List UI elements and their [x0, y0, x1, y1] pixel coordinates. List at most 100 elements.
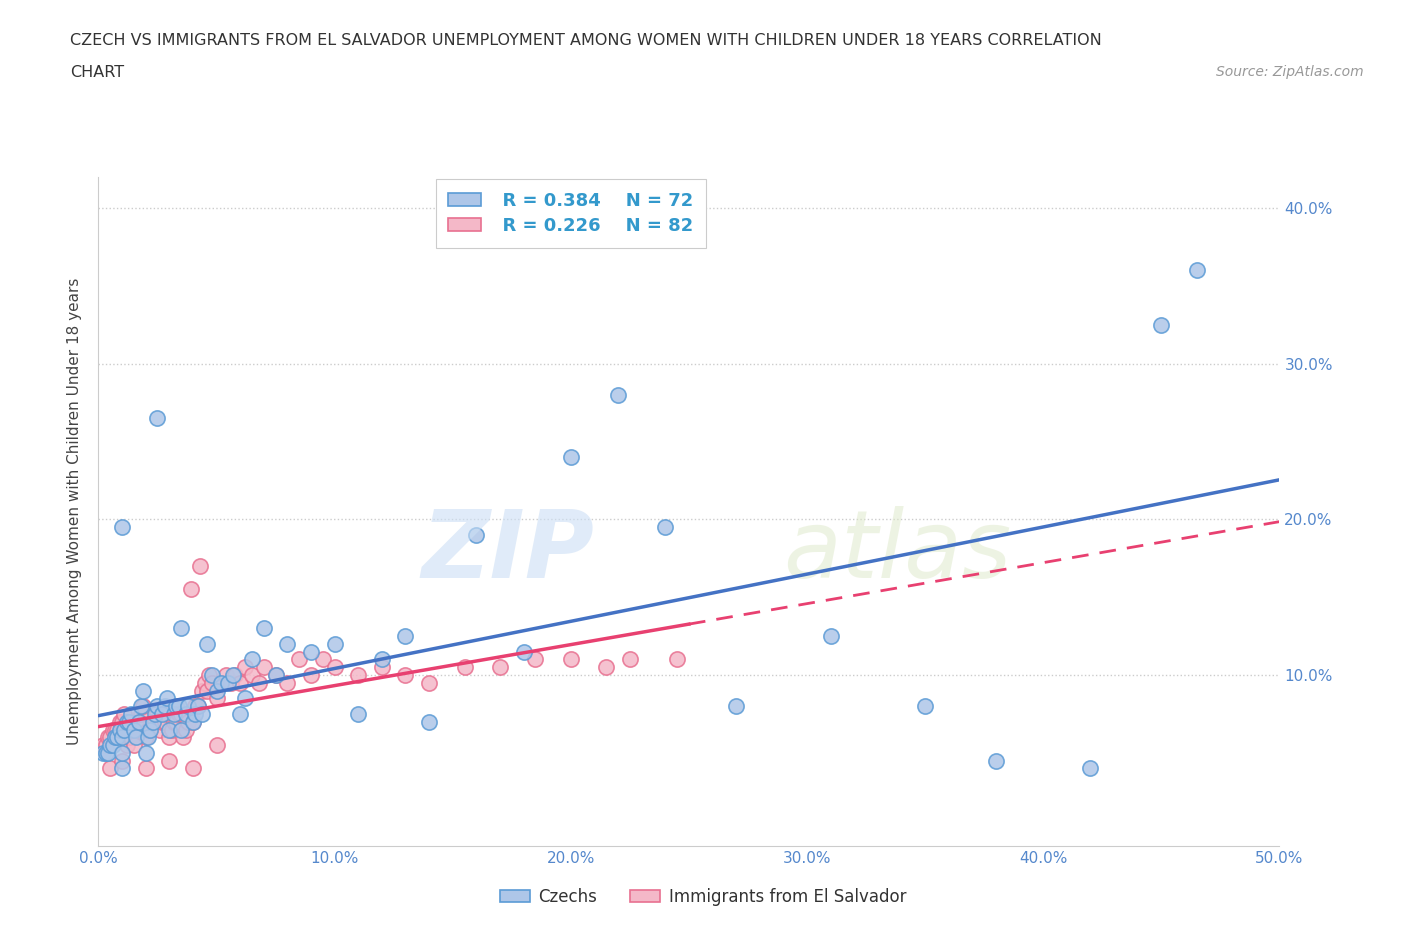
Point: [142, 714, 165, 729]
Point: [276, 636, 298, 651]
Point: [167, 698, 190, 713]
Point: [128, 714, 150, 729]
Point: [97, 730, 120, 745]
Point: [91, 737, 114, 752]
Point: [170, 707, 193, 722]
Point: [229, 707, 252, 722]
Point: [132, 698, 155, 713]
Point: [205, 691, 228, 706]
Text: CZECH VS IMMIGRANTS FROM EL SALVADOR UNEMPLOYMENT AMONG WOMEN WITH CHILDREN UNDE: CZECH VS IMMIGRANTS FROM EL SALVADOR UNE…: [70, 33, 1102, 47]
Point: [111, 761, 134, 776]
Point: [132, 684, 155, 698]
Point: [1185, 262, 1208, 277]
Point: [560, 449, 582, 464]
Point: [201, 675, 224, 690]
Point: [129, 698, 152, 713]
Point: [167, 707, 190, 722]
Point: [195, 636, 218, 651]
Point: [94, 746, 117, 761]
Point: [111, 520, 134, 535]
Point: [240, 668, 263, 683]
Point: [253, 659, 276, 674]
Point: [276, 675, 298, 690]
Point: [122, 722, 145, 737]
Point: [394, 629, 416, 644]
Point: [191, 684, 214, 698]
Point: [156, 691, 179, 706]
Point: [101, 737, 124, 752]
Point: [299, 644, 322, 659]
Point: [181, 761, 204, 776]
Point: [143, 714, 166, 729]
Legend:   R = 0.384    N = 72,   R = 0.226    N = 82: R = 0.384 N = 72, R = 0.226 N = 82: [436, 179, 706, 247]
Point: [247, 675, 270, 690]
Point: [98, 730, 121, 745]
Point: [607, 387, 630, 402]
Point: [418, 675, 440, 690]
Point: [323, 636, 346, 651]
Y-axis label: Unemployment Among Women with Children Under 18 years: Unemployment Among Women with Children U…: [67, 278, 83, 745]
Point: [153, 714, 176, 729]
Point: [347, 707, 370, 722]
Point: [108, 722, 131, 737]
Text: CHART: CHART: [70, 65, 124, 80]
Point: [104, 722, 127, 737]
Point: [180, 582, 202, 597]
Point: [465, 527, 488, 542]
Point: [181, 714, 204, 729]
Point: [170, 621, 193, 636]
Point: [209, 675, 232, 690]
Point: [111, 746, 134, 761]
Point: [146, 411, 169, 426]
Point: [595, 659, 617, 674]
Point: [136, 722, 159, 737]
Point: [524, 652, 547, 667]
Point: [188, 559, 211, 574]
Point: [191, 707, 214, 722]
Point: [666, 652, 689, 667]
Point: [111, 730, 134, 745]
Point: [108, 714, 131, 729]
Point: [174, 722, 197, 737]
Point: [165, 698, 187, 713]
Point: [149, 722, 172, 737]
Point: [418, 714, 440, 729]
Point: [156, 707, 179, 722]
Point: [194, 675, 217, 690]
Point: [217, 675, 239, 690]
Point: [489, 659, 512, 674]
Point: [139, 722, 162, 737]
Point: [299, 668, 322, 683]
Point: [122, 737, 145, 752]
Legend: Czechs, Immigrants from El Salvador: Czechs, Immigrants from El Salvador: [494, 881, 912, 912]
Point: [129, 707, 152, 722]
Point: [201, 668, 224, 683]
Point: [122, 722, 145, 737]
Point: [195, 684, 218, 698]
Point: [371, 659, 394, 674]
Point: [914, 698, 936, 713]
Point: [209, 675, 232, 690]
Point: [654, 520, 676, 535]
Point: [157, 753, 180, 768]
Point: [264, 668, 287, 683]
Point: [91, 746, 114, 761]
Point: [143, 707, 166, 722]
Point: [125, 730, 148, 745]
Point: [142, 714, 165, 729]
Point: [135, 730, 157, 745]
Point: [157, 730, 180, 745]
Point: [150, 714, 173, 729]
Point: [112, 722, 135, 737]
Point: [94, 737, 117, 752]
Point: [150, 707, 173, 722]
Point: [323, 659, 346, 674]
Point: [394, 668, 416, 683]
Point: [219, 675, 242, 690]
Text: ZIP: ZIP: [422, 506, 595, 598]
Point: [181, 714, 204, 729]
Point: [97, 746, 120, 761]
Point: [101, 722, 124, 737]
Point: [153, 698, 176, 713]
Point: [205, 737, 228, 752]
